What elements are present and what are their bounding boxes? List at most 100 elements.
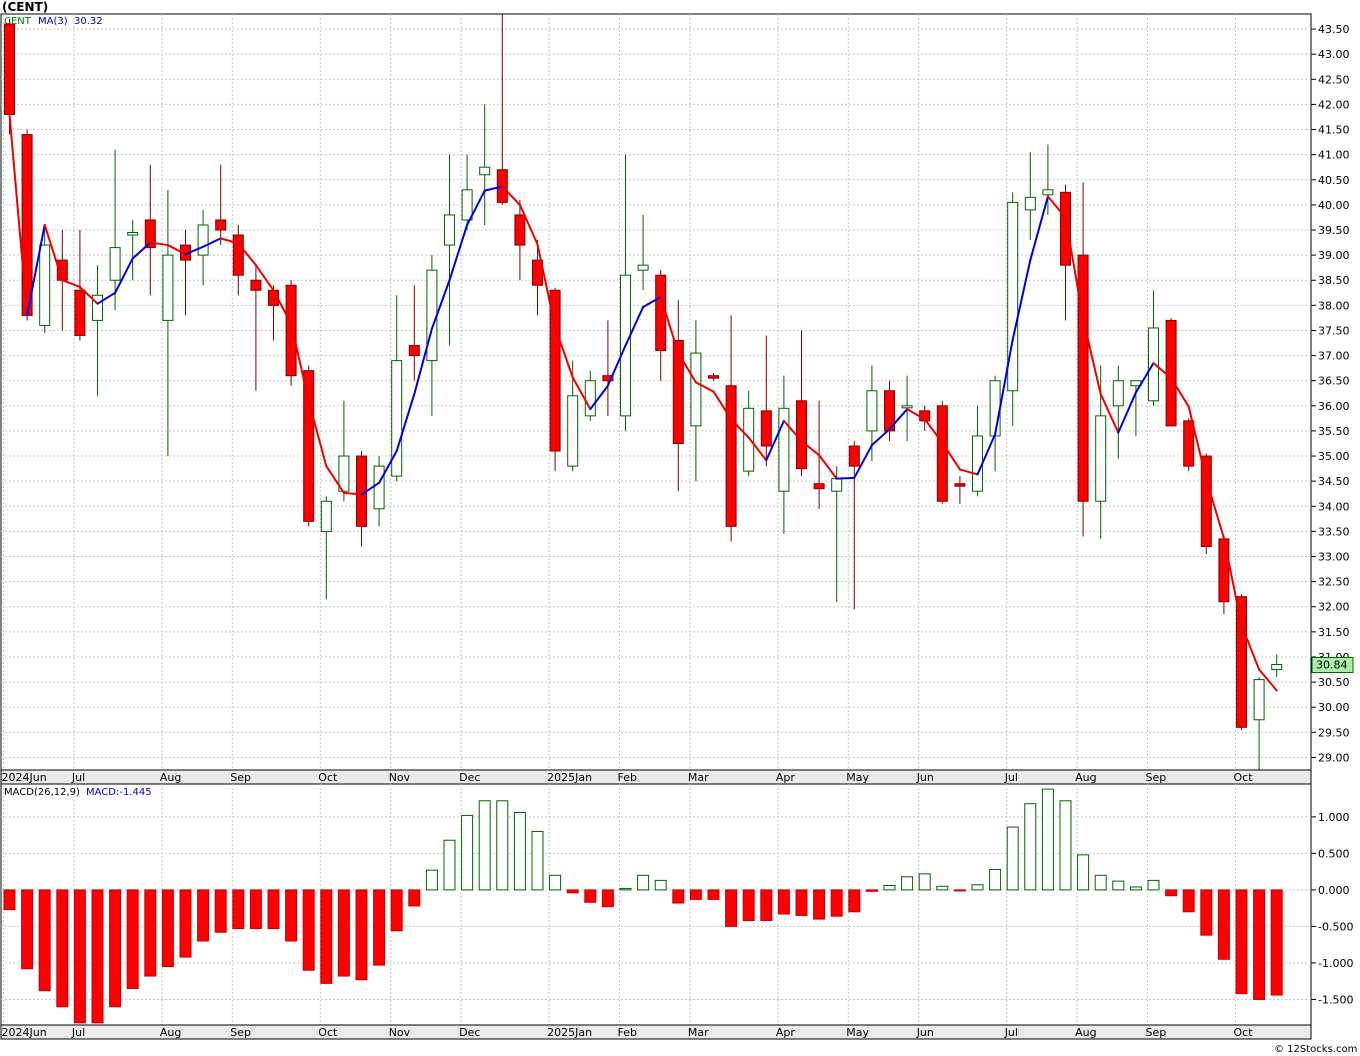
candle-down	[1236, 594, 1247, 730]
macd-bar-positive	[619, 887, 632, 891]
macd-panel: 1.000 0.500 0.000 -0.500 -1.000 -1.500 MACD(2…	[0, 783, 1353, 1026]
macd-x-tick-label: Mar	[688, 1026, 709, 1039]
macd-bar-positive	[654, 879, 667, 891]
candle-body	[285, 284, 297, 377]
candle-body	[901, 405, 913, 409]
candle-body	[461, 189, 473, 221]
macd-x-tick-label: Jun	[916, 1026, 934, 1039]
macd-bar-negative	[373, 889, 386, 966]
ma-segment	[78, 285, 99, 305]
price-tick-label: 30.00	[1318, 701, 1350, 714]
candle-body	[532, 259, 543, 286]
ma-segment	[272, 289, 293, 325]
candle-body	[1095, 415, 1107, 502]
moving-average-line	[8, 113, 1278, 692]
macd-bar-negative	[1165, 889, 1178, 897]
macd-bar-negative	[1235, 889, 1248, 995]
price-x-tick-label: Dec	[459, 771, 480, 784]
candle-body	[672, 340, 684, 444]
candle-body	[215, 219, 227, 231]
candle-up	[320, 496, 332, 600]
candle-body	[162, 254, 174, 321]
candle-body	[584, 380, 596, 417]
price-tick-label: 37.00	[1318, 350, 1350, 363]
price-legend: CENT MA(3) 30.32	[4, 16, 103, 27]
macd-bar-negative	[725, 889, 738, 927]
candle-body	[514, 214, 526, 246]
candle-body	[479, 166, 491, 176]
candle-body	[866, 390, 878, 432]
candle-up	[1271, 654, 1283, 678]
ma-segment	[642, 295, 662, 309]
macd-bar-negative	[197, 889, 210, 942]
price-x-tick-label: Sep	[1146, 771, 1167, 784]
candle-up	[162, 189, 174, 457]
ma-segment	[501, 185, 521, 206]
candle-body	[320, 500, 332, 532]
candle-body	[74, 289, 86, 336]
price-tick-label: 42.50	[1318, 73, 1350, 86]
macd-bar-positive	[1006, 826, 1019, 891]
ma-segment	[61, 279, 81, 288]
macd-bar-negative	[1182, 889, 1195, 913]
candle-up	[461, 154, 473, 230]
macd-tick-label: 0.000	[1318, 884, 1350, 897]
ma-segment	[1205, 478, 1225, 540]
macd-bar-positive	[1147, 879, 1160, 891]
candle-body	[444, 214, 455, 246]
candle-body	[373, 465, 385, 510]
candle-body	[796, 400, 807, 470]
candle-down	[1077, 182, 1089, 537]
macd-bar-negative	[689, 889, 702, 900]
macd-bar-negative	[777, 889, 790, 915]
ma-label: MA(3)	[38, 16, 68, 27]
candle-down	[532, 240, 543, 316]
ma-segment	[1011, 259, 1032, 341]
macd-bar-negative	[56, 889, 69, 1008]
macd-y-axis: 1.000 0.500 0.000 -0.500 -1.000 -1.500	[1311, 811, 1353, 1006]
macd-x-axis: 2024Jun Jul Aug Sep Oct Nov Dec 2025Jan Feb Mar Ap…	[2, 1026, 1254, 1039]
candle-body	[690, 352, 702, 427]
macd-bar-positive	[918, 873, 931, 891]
candle-body	[989, 380, 1001, 437]
candle-body	[92, 294, 103, 321]
macd-tick-label: 1.000	[1318, 811, 1350, 824]
price-x-tick-label: Oct	[318, 771, 338, 784]
candle-up	[127, 219, 139, 281]
macd-x-tick-label: Nov	[389, 1026, 411, 1039]
macd-bar-negative	[73, 889, 86, 1024]
candle-body	[1007, 201, 1019, 392]
candle-body	[1112, 380, 1124, 407]
candle-body	[39, 244, 51, 326]
candle-down	[549, 287, 561, 472]
ma-segment	[202, 237, 222, 248]
macd-bar-positive	[936, 885, 949, 891]
macd-bar-negative	[179, 889, 192, 958]
candle-up	[690, 320, 702, 482]
ma-segment	[342, 491, 363, 496]
macd-bar-negative	[337, 889, 350, 977]
price-tick-label: 40.00	[1318, 199, 1350, 212]
macd-bar-positive	[1041, 788, 1054, 891]
candle-body	[760, 410, 772, 447]
ma-segment	[96, 291, 117, 305]
macd-bar-negative	[707, 889, 720, 900]
candle-down	[936, 400, 948, 504]
candle-down	[303, 365, 315, 527]
macd-bar-negative	[161, 889, 174, 968]
ma-segment	[448, 223, 469, 282]
watermark: © 12Stocks.com	[1274, 1044, 1357, 1055]
macd-x-tick-label: 2024Jun	[2, 1026, 47, 1039]
macd-bar-positive	[513, 811, 526, 891]
last-price-badge: 30.84	[1311, 657, 1354, 674]
candle-down	[884, 380, 895, 441]
ma-segment	[237, 242, 257, 267]
ma-segment	[941, 441, 961, 471]
price-x-tick-label: Apr	[776, 771, 796, 784]
candle-up	[778, 375, 790, 534]
price-grid	[1, 14, 1311, 770]
candle-body	[549, 289, 561, 452]
candle-body	[1200, 455, 1212, 547]
price-tick-label: 34.00	[1318, 500, 1350, 513]
macd-tick-label: -1.000	[1318, 957, 1353, 970]
